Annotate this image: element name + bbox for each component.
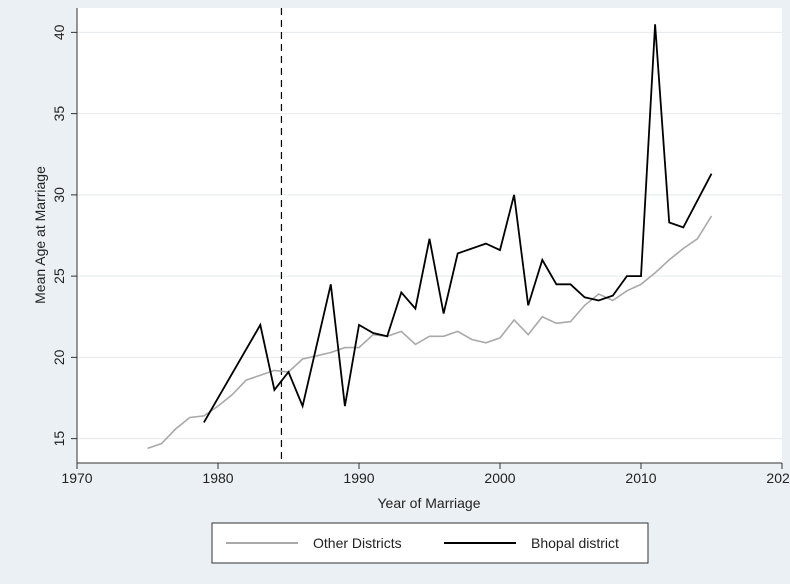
x-tick-label: 2020 bbox=[766, 470, 790, 486]
y-tick-label: 15 bbox=[51, 431, 67, 447]
series-line-bhopal-district bbox=[203, 24, 713, 423]
x-tick-label: 1970 bbox=[61, 470, 92, 486]
plot-area bbox=[77, 8, 782, 463]
legend: Other Districts Bhopal district bbox=[211, 522, 649, 564]
legend-label-other-districts: Other Districts bbox=[313, 535, 402, 551]
series-line-other-districts bbox=[147, 215, 713, 450]
series-layer bbox=[147, 24, 713, 450]
y-axis-title: Mean Age at Marriage bbox=[32, 166, 48, 304]
y-tick-label: 35 bbox=[51, 106, 67, 122]
y-tick-label: 30 bbox=[51, 187, 67, 203]
x-tick-label: 2000 bbox=[484, 470, 515, 486]
x-tick-labels: 1970 1980 1990 2000 2010 2020 bbox=[61, 470, 790, 486]
x-tick-label: 1990 bbox=[343, 470, 374, 486]
y-tick-label: 20 bbox=[51, 349, 67, 365]
y-tick-label: 25 bbox=[51, 268, 67, 284]
legend-label-bhopal-district: Bhopal district bbox=[531, 535, 619, 551]
x-tick-label: 1980 bbox=[202, 470, 233, 486]
y-tick-label: 40 bbox=[51, 24, 67, 40]
grid-lines bbox=[77, 31, 782, 440]
axes bbox=[71, 8, 783, 469]
x-tick-label: 2010 bbox=[625, 470, 656, 486]
x-axis-title: Year of Marriage bbox=[378, 495, 481, 511]
y-tick-labels: 15 20 25 30 35 40 bbox=[51, 24, 67, 446]
